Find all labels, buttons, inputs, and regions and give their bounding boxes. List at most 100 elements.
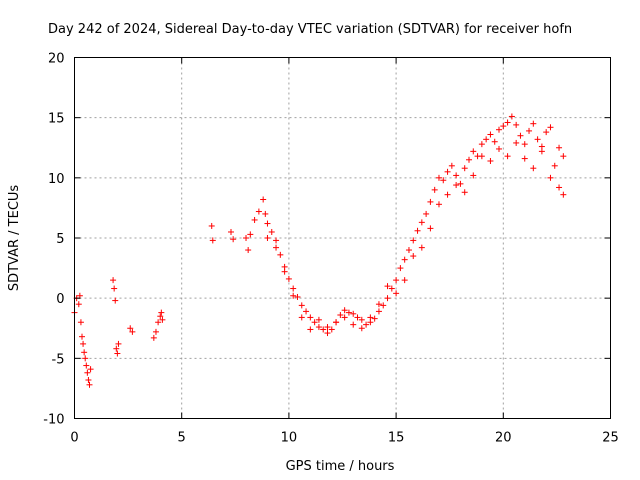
data-point xyxy=(324,324,331,331)
data-point xyxy=(393,290,400,297)
data-point xyxy=(230,236,237,243)
y-tick-label: 0 xyxy=(56,292,64,307)
x-tick-label: 0 xyxy=(70,431,78,446)
y-axis-label: SDTVAR / TECUs xyxy=(7,185,22,292)
data-point xyxy=(517,132,524,139)
grid xyxy=(74,57,611,419)
data-point xyxy=(453,172,460,179)
data-point xyxy=(440,177,447,184)
data-point xyxy=(551,162,558,169)
data-point xyxy=(307,326,314,333)
data-point xyxy=(273,244,280,251)
data-point xyxy=(87,366,94,373)
data-point xyxy=(470,172,477,179)
data-point xyxy=(414,227,421,234)
axis-ticks: 0 5 10 15 20 25 -10 -5 0 5 10 15 20 xyxy=(43,52,619,446)
data-point xyxy=(268,228,275,235)
data-point xyxy=(281,268,288,275)
data-points xyxy=(71,113,567,388)
data-point xyxy=(337,312,344,319)
data-point xyxy=(453,182,460,189)
data-point xyxy=(264,235,271,241)
data-point xyxy=(478,153,485,160)
data-point xyxy=(380,302,387,309)
data-point xyxy=(423,210,430,217)
data-point xyxy=(483,136,490,143)
x-tick-label: 10 xyxy=(281,431,298,446)
data-point xyxy=(496,126,503,133)
data-point xyxy=(538,148,545,155)
data-point xyxy=(384,295,391,302)
data-point xyxy=(560,153,567,160)
x-tick-label: 20 xyxy=(495,431,512,446)
data-point xyxy=(521,141,528,148)
data-point xyxy=(82,355,89,362)
data-point xyxy=(328,326,335,333)
data-point xyxy=(127,325,134,332)
data-point xyxy=(487,131,494,138)
data-point xyxy=(315,316,322,323)
data-point xyxy=(401,277,408,284)
data-point xyxy=(350,321,357,328)
data-point xyxy=(247,231,254,238)
data-point xyxy=(112,297,119,304)
data-point xyxy=(465,156,472,163)
data-point xyxy=(209,237,216,244)
data-point xyxy=(410,237,417,244)
data-point xyxy=(311,319,318,326)
data-point xyxy=(228,228,235,235)
data-point xyxy=(461,189,468,196)
data-point xyxy=(521,155,528,162)
data-point xyxy=(111,285,118,292)
data-point xyxy=(298,314,305,321)
data-point xyxy=(504,153,511,160)
data-point xyxy=(290,285,297,292)
data-point xyxy=(115,340,122,347)
data-point xyxy=(75,301,82,308)
data-point xyxy=(110,277,117,284)
y-tick-label: 15 xyxy=(48,112,65,127)
data-point xyxy=(526,127,533,134)
data-point xyxy=(478,141,485,148)
data-point xyxy=(371,315,378,322)
data-point xyxy=(547,174,554,181)
data-point xyxy=(427,225,434,232)
data-point xyxy=(470,148,477,155)
x-tick-label: 15 xyxy=(388,431,405,446)
data-point xyxy=(333,319,340,326)
data-point xyxy=(85,376,92,383)
data-point xyxy=(159,316,166,323)
data-point xyxy=(354,314,361,321)
data-point xyxy=(113,345,120,352)
data-point xyxy=(418,244,425,251)
y-tick-label: -10 xyxy=(43,413,64,428)
data-point xyxy=(298,302,305,309)
data-point xyxy=(496,145,503,152)
data-point xyxy=(513,121,520,128)
data-point xyxy=(294,293,301,300)
data-point xyxy=(262,210,269,217)
data-point xyxy=(530,165,537,172)
data-point xyxy=(81,349,88,356)
data-point xyxy=(435,201,442,208)
data-point xyxy=(534,136,541,143)
data-point xyxy=(397,265,404,272)
data-point xyxy=(255,208,262,215)
data-point xyxy=(273,237,280,244)
data-point xyxy=(86,381,93,388)
data-point xyxy=(245,247,252,254)
data-point xyxy=(83,362,90,369)
data-point xyxy=(401,256,408,263)
data-point xyxy=(448,162,455,169)
data-point xyxy=(556,144,563,151)
data-point xyxy=(405,247,412,254)
data-point xyxy=(307,314,314,321)
data-point xyxy=(158,309,165,316)
data-point xyxy=(560,191,567,198)
x-tick-label: 25 xyxy=(602,431,619,446)
data-point xyxy=(375,308,382,315)
data-point xyxy=(500,123,507,130)
data-point xyxy=(358,316,365,323)
data-point xyxy=(547,124,554,131)
